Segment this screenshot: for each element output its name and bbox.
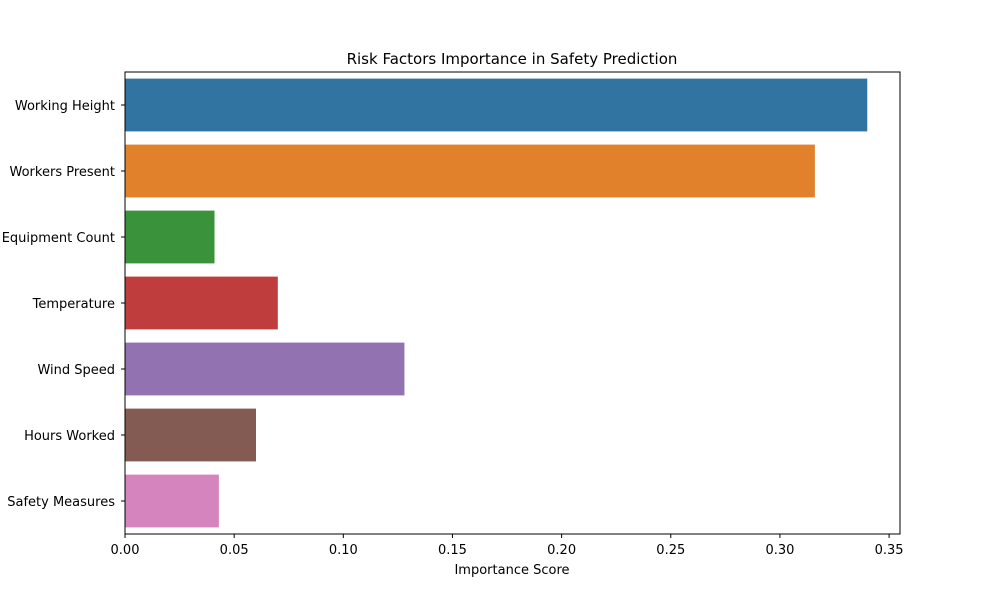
y-tick-label: Working Height bbox=[15, 99, 115, 114]
bars-group bbox=[125, 78, 868, 528]
bar-temperature bbox=[125, 276, 278, 330]
chart-title: Risk Factors Importance in Safety Predic… bbox=[347, 50, 678, 68]
bar-wind-speed bbox=[125, 342, 405, 396]
x-tick-label: 0.00 bbox=[111, 543, 140, 558]
y-tick-label: Safety Measures bbox=[7, 495, 115, 510]
y-tick-label: Temperature bbox=[32, 297, 115, 312]
x-tick-label: 0.30 bbox=[765, 543, 794, 558]
bar-equipment-count bbox=[125, 210, 215, 264]
y-tick-label: Workers Present bbox=[10, 165, 115, 180]
bar-hours-worked bbox=[125, 408, 256, 462]
x-tick-label: 0.35 bbox=[875, 543, 904, 558]
y-axis-ticks: Working Height Workers Present Equipment C… bbox=[2, 99, 125, 510]
x-tick-label: 0.10 bbox=[329, 543, 358, 558]
y-tick-label: Wind Speed bbox=[37, 363, 115, 378]
y-tick-label: Hours Worked bbox=[24, 429, 115, 444]
bar-workers-present bbox=[125, 144, 815, 198]
x-tick-label: 0.25 bbox=[656, 543, 685, 558]
x-tick-label: 0.20 bbox=[547, 543, 576, 558]
bar-safety-measures bbox=[125, 474, 219, 528]
plot-frame bbox=[124, 71, 901, 535]
x-axis-label: Importance Score bbox=[454, 563, 569, 578]
x-tick-label: 0.15 bbox=[438, 543, 467, 558]
x-tick-label: 0.05 bbox=[220, 543, 249, 558]
bar-working-height bbox=[125, 78, 868, 132]
x-axis-ticks: 0.00 0.05 0.10 0.15 0.20 0.25 0.30 0.35 bbox=[111, 534, 904, 558]
y-tick-label: Equipment Count bbox=[2, 231, 115, 246]
